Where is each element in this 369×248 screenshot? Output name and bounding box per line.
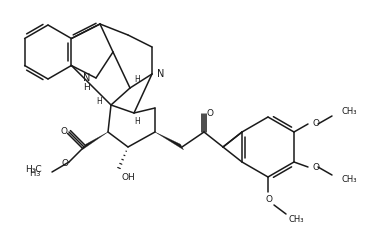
- Text: N: N: [83, 73, 90, 83]
- Text: O: O: [313, 163, 320, 173]
- Text: 3: 3: [35, 171, 40, 177]
- Text: CH₃: CH₃: [288, 216, 304, 224]
- Text: H: H: [83, 83, 90, 92]
- Text: H: H: [29, 169, 35, 179]
- Polygon shape: [155, 132, 183, 150]
- Text: OH: OH: [121, 173, 135, 182]
- Text: O: O: [266, 194, 272, 204]
- Text: O: O: [207, 109, 214, 118]
- Text: CH₃: CH₃: [342, 175, 358, 184]
- Text: CH₃: CH₃: [342, 107, 358, 117]
- Text: O: O: [313, 119, 320, 127]
- Text: H: H: [134, 118, 140, 126]
- Text: N: N: [157, 69, 164, 79]
- Text: H: H: [96, 96, 102, 105]
- Text: O: O: [62, 159, 69, 168]
- Text: O: O: [61, 127, 68, 136]
- Text: H₃C: H₃C: [25, 165, 42, 175]
- Text: H: H: [134, 75, 140, 85]
- Polygon shape: [82, 132, 108, 150]
